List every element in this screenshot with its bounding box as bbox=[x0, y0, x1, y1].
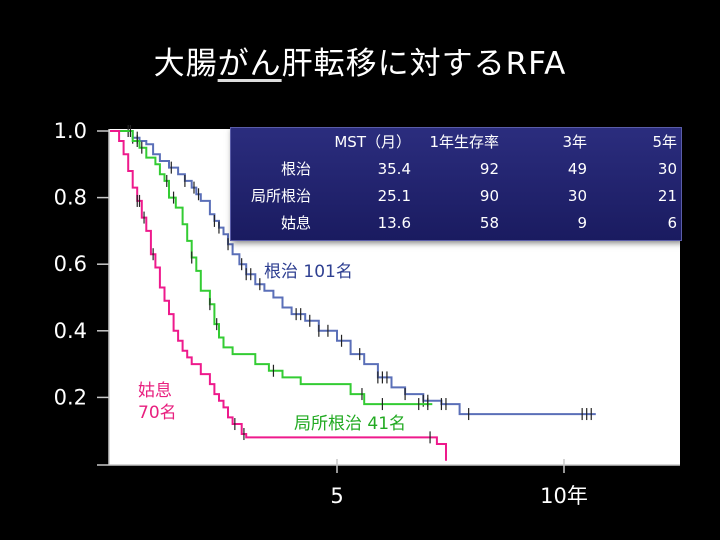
table-cell: 49 bbox=[567, 159, 587, 178]
series-label-palliative: 70名 bbox=[138, 403, 177, 423]
series-layer bbox=[110, 125, 596, 461]
table-cell: 90 bbox=[479, 186, 499, 205]
table-cell: 6 bbox=[667, 213, 677, 232]
x-tick-label: 5 bbox=[330, 484, 343, 508]
title-part: 肝転移に対するRFA bbox=[281, 46, 567, 82]
series-label-curative: 根治 101名 bbox=[264, 262, 353, 282]
table-header-cell: MST（月） bbox=[334, 133, 411, 151]
table-cell: 92 bbox=[479, 159, 499, 178]
table-header-cell: 1年生存率 bbox=[429, 133, 499, 151]
table-header-cell: 3年 bbox=[562, 133, 587, 151]
series-label-palliative: 姑息 bbox=[138, 381, 172, 401]
summary-table-grid: MST（月） 1年生存率 3年 5年 根治 35.4 92 49 30 局所根治… bbox=[231, 128, 679, 236]
table-row: 局所根治 25.1 90 30 21 bbox=[231, 182, 679, 209]
y-tick-label: 0.8 bbox=[54, 186, 87, 210]
title-underlined-part: がん bbox=[217, 46, 282, 82]
table-cell: 21 bbox=[657, 186, 677, 205]
title-part: 大腸 bbox=[153, 46, 218, 82]
table-cell: 35.4 bbox=[377, 159, 411, 178]
x-tick-label: 10年 bbox=[540, 484, 588, 508]
y-tick-label: 0.4 bbox=[54, 319, 87, 343]
table-cell: 30 bbox=[567, 186, 587, 205]
table-header-cell bbox=[231, 128, 311, 155]
table-cell: 姑息 bbox=[280, 214, 311, 232]
table-header-row: MST（月） 1年生存率 3年 5年 bbox=[231, 128, 679, 155]
axes: 1.0 0.8 0.6 0.4 0.2 5 10年 bbox=[54, 119, 680, 508]
table-cell: 9 bbox=[577, 213, 587, 232]
y-tick-label: 1.0 bbox=[54, 119, 87, 143]
table-cell: 25.1 bbox=[377, 186, 411, 205]
table-header-cell: 5年 bbox=[652, 133, 677, 151]
table-cell: 13.6 bbox=[377, 213, 411, 232]
curative-curve bbox=[110, 130, 596, 416]
page-title: 大腸がん肝転移に対するRFA bbox=[0, 38, 720, 83]
table-cell: 58 bbox=[479, 213, 499, 232]
table-cell: 局所根治 bbox=[250, 187, 311, 205]
y-tick-label: 0.2 bbox=[54, 385, 87, 409]
y-tick-label: 0.6 bbox=[54, 252, 87, 276]
summary-table: MST（月） 1年生存率 3年 5年 根治 35.4 92 49 30 局所根治… bbox=[230, 127, 682, 241]
table-cell: 根治 bbox=[280, 160, 311, 178]
series-label-local-curative: 局所根治 41名 bbox=[294, 414, 406, 434]
local-curative-curve bbox=[110, 130, 433, 406]
table-cell: 30 bbox=[657, 159, 677, 178]
table-row: 根治 35.4 92 49 30 bbox=[231, 155, 679, 182]
table-row: 姑息 13.6 58 9 6 bbox=[231, 209, 679, 236]
